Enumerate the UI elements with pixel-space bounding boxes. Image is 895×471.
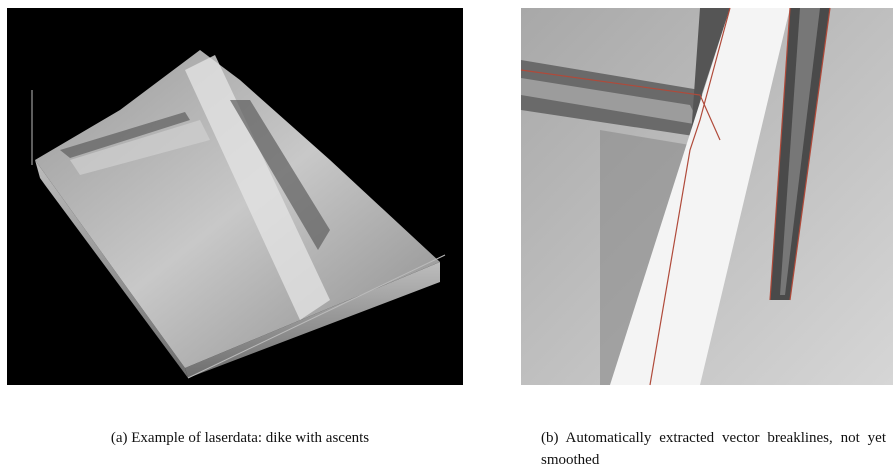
page: (a) Example of laserdata: dike with asce… <box>0 0 895 470</box>
breaklines-image <box>521 8 893 385</box>
caption-a: (a) Example of laserdata: dike with asce… <box>60 427 420 449</box>
caption-b: (b) Automatically extracted vector break… <box>541 427 886 471</box>
figure <box>0 0 895 420</box>
laserdata-image <box>7 8 463 385</box>
